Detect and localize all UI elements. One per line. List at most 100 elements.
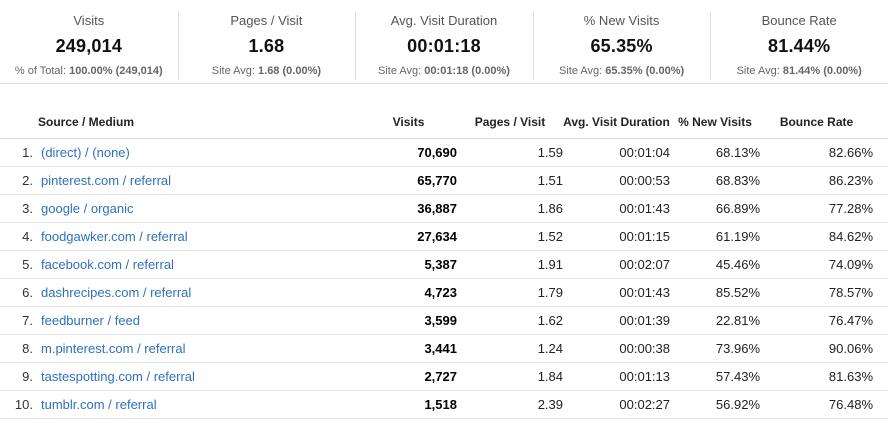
source-medium-link[interactable]: tumblr.com / referral bbox=[41, 396, 157, 412]
subtext-label: % of Total: bbox=[14, 65, 67, 77]
scorecard-value: 00:01:18 bbox=[407, 36, 481, 56]
row-pad-spacer bbox=[873, 362, 888, 391]
source-medium-link[interactable]: feedburner / feed bbox=[41, 312, 141, 328]
source-medium-link[interactable]: pinterest.com / referral bbox=[41, 172, 172, 188]
scorecard-label: Visits bbox=[73, 13, 105, 28]
row-source-cell: tumblr.com / referral bbox=[38, 390, 360, 419]
subtext-label: Site Avg: bbox=[558, 65, 603, 77]
row-avg-visit-duration: 00:01:39 bbox=[563, 306, 670, 335]
column-header-bounce-rate[interactable]: Bounce Rate bbox=[760, 107, 873, 139]
row-avg-visit-duration: 00:01:13 bbox=[563, 362, 670, 391]
row-pct-new-visits: 22.81% bbox=[670, 306, 760, 335]
source-medium-link[interactable]: m.pinterest.com / referral bbox=[41, 340, 186, 356]
row-pages-per-visit: 1.59 bbox=[457, 138, 563, 167]
table-row: 5. facebook.com / referral 5,387 1.91 00… bbox=[0, 250, 888, 279]
row-source-cell: foodgawker.com / referral bbox=[38, 222, 360, 251]
row-avg-visit-duration: 00:00:38 bbox=[563, 334, 670, 363]
table-body: 1. (direct) / (none) 70,690 1.59 00:01:0… bbox=[0, 138, 888, 419]
row-rank: 1. bbox=[0, 138, 38, 167]
table-row: 6. dashrecipes.com / referral 4,723 1.79… bbox=[0, 278, 888, 307]
row-visits: 36,887 bbox=[360, 194, 457, 223]
row-pages-per-visit: 1.24 bbox=[457, 334, 563, 363]
scorecard-value: 1.68 bbox=[248, 36, 285, 56]
row-visits: 3,599 bbox=[360, 306, 457, 335]
row-pad-spacer bbox=[873, 390, 888, 419]
scorecard-pct-new-visits: % New Visits 65.35% Site Avg: 65.35% (0.… bbox=[532, 0, 711, 83]
row-bounce-rate: 77.28% bbox=[760, 194, 873, 223]
row-pages-per-visit: 1.62 bbox=[457, 306, 563, 335]
scorecard-subtext: Site Avg: 65.35% (0.00%) bbox=[533, 65, 711, 77]
row-rank: 8. bbox=[0, 334, 38, 363]
column-header-source-medium[interactable]: Source / Medium bbox=[38, 107, 360, 139]
subtext-delta: (249,014) bbox=[115, 65, 163, 77]
row-pages-per-visit: 2.39 bbox=[457, 390, 563, 419]
source-medium-link[interactable]: facebook.com / referral bbox=[41, 256, 174, 272]
row-pages-per-visit: 1.52 bbox=[457, 222, 563, 251]
scorecard-pages-per-visit: Pages / Visit 1.68 Site Avg: 1.68 (0.00%… bbox=[177, 0, 356, 83]
row-avg-visit-duration: 00:01:04 bbox=[563, 138, 670, 167]
subtext-value: 81.44% bbox=[782, 65, 821, 77]
scorecard-value: 249,014 bbox=[55, 36, 123, 56]
row-pad-spacer bbox=[873, 306, 888, 335]
row-rank: 5. bbox=[0, 250, 38, 279]
row-pages-per-visit: 1.84 bbox=[457, 362, 563, 391]
table-row: 9. tastespotting.com / referral 2,727 1.… bbox=[0, 362, 888, 391]
header-rank-spacer bbox=[0, 107, 38, 139]
row-avg-visit-duration: 00:00:53 bbox=[563, 166, 670, 195]
row-source-cell: m.pinterest.com / referral bbox=[38, 334, 360, 363]
row-bounce-rate: 74.09% bbox=[760, 250, 873, 279]
row-pad-spacer bbox=[873, 222, 888, 251]
row-rank: 9. bbox=[0, 362, 38, 391]
row-visits: 70,690 bbox=[360, 138, 457, 167]
row-pages-per-visit: 1.79 bbox=[457, 278, 563, 307]
source-medium-table: Source / Medium Visits Pages / Visit Avg… bbox=[0, 107, 888, 419]
table-row: 2. pinterest.com / referral 65,770 1.51 … bbox=[0, 166, 888, 195]
row-rank: 10. bbox=[0, 390, 38, 419]
scorecard-label: Pages / Visit bbox=[230, 13, 303, 28]
scorecard-value: 65.35% bbox=[590, 36, 653, 56]
row-pct-new-visits: 61.19% bbox=[670, 222, 760, 251]
row-avg-visit-duration: 00:02:07 bbox=[563, 250, 670, 279]
scorecard-label: Avg. Visit Duration bbox=[390, 13, 498, 28]
row-source-cell: facebook.com / referral bbox=[38, 250, 360, 279]
source-medium-link[interactable]: google / organic bbox=[41, 200, 134, 216]
column-header-pct-new-visits[interactable]: % New Visits bbox=[670, 107, 760, 139]
row-pages-per-visit: 1.51 bbox=[457, 166, 563, 195]
row-pad-spacer bbox=[873, 194, 888, 223]
row-visits: 4,723 bbox=[360, 278, 457, 307]
row-pct-new-visits: 85.52% bbox=[670, 278, 760, 307]
column-header-visits[interactable]: Visits bbox=[360, 107, 457, 139]
source-medium-link[interactable]: dashrecipes.com / referral bbox=[41, 284, 192, 300]
row-bounce-rate: 78.57% bbox=[760, 278, 873, 307]
row-pct-new-visits: 57.43% bbox=[670, 362, 760, 391]
header-pad-spacer bbox=[873, 107, 888, 139]
row-pad-spacer bbox=[873, 278, 888, 307]
row-pad-spacer bbox=[873, 334, 888, 363]
row-bounce-rate: 90.06% bbox=[760, 334, 873, 363]
subtext-delta: (0.00%) bbox=[645, 65, 685, 77]
row-rank: 3. bbox=[0, 194, 38, 223]
row-visits: 27,634 bbox=[360, 222, 457, 251]
row-avg-visit-duration: 00:01:43 bbox=[563, 278, 670, 307]
row-pct-new-visits: 68.13% bbox=[670, 138, 760, 167]
column-header-avg-visit-duration[interactable]: Avg. Visit Duration bbox=[563, 107, 670, 139]
row-bounce-rate: 82.66% bbox=[760, 138, 873, 167]
row-pct-new-visits: 45.46% bbox=[670, 250, 760, 279]
source-medium-link[interactable]: foodgawker.com / referral bbox=[41, 228, 188, 244]
source-medium-link[interactable]: tastespotting.com / referral bbox=[41, 368, 195, 384]
row-visits: 2,727 bbox=[360, 362, 457, 391]
row-source-cell: pinterest.com / referral bbox=[38, 166, 360, 195]
scorecard-visits: Visits 249,014 % of Total: 100.00% (249,… bbox=[0, 0, 178, 83]
row-pct-new-visits: 56.92% bbox=[670, 390, 760, 419]
scorecard-subtext: Site Avg: 00:01:18 (0.00%) bbox=[355, 65, 533, 77]
row-source-cell: feedburner / feed bbox=[38, 306, 360, 335]
source-medium-link[interactable]: (direct) / (none) bbox=[41, 144, 130, 160]
row-avg-visit-duration: 00:01:15 bbox=[563, 222, 670, 251]
column-header-pages-per-visit[interactable]: Pages / Visit bbox=[457, 107, 563, 139]
row-bounce-rate: 86.23% bbox=[760, 166, 873, 195]
table-row: 4. foodgawker.com / referral 27,634 1.52… bbox=[0, 222, 888, 251]
row-source-cell: (direct) / (none) bbox=[38, 138, 360, 167]
row-pct-new-visits: 66.89% bbox=[670, 194, 760, 223]
row-bounce-rate: 84.62% bbox=[760, 222, 873, 251]
row-pad-spacer bbox=[873, 166, 888, 195]
